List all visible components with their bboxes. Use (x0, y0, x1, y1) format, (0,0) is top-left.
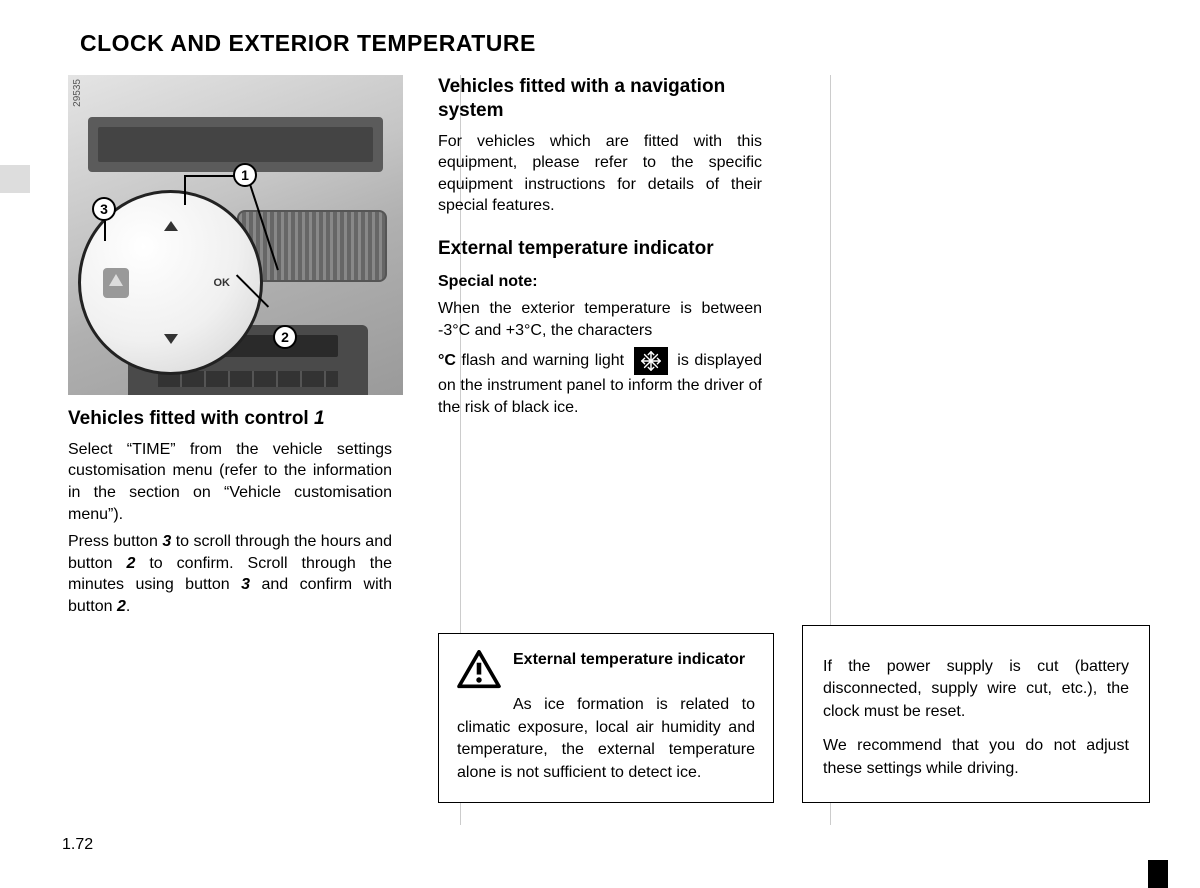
column-2: Vehicles fitted with a navigation system… (420, 75, 780, 835)
column-1: 29535 OK (50, 75, 410, 835)
col2-paragraph-1: For vehicles which are fitted with this … (438, 131, 762, 217)
callout-line (104, 221, 106, 241)
page-number: 1.72 (62, 836, 93, 854)
note-box: If the power supply is cut (battery disc… (802, 625, 1150, 803)
warning-title: External temperature indicator (513, 650, 745, 670)
col2-heading-2: External temperature indicator (438, 237, 762, 261)
heading-text: Vehicles fitted with control (68, 408, 314, 429)
col1-heading: Vehicles fitted with control 1 (68, 407, 392, 431)
note-text-2: We recommend that you do not adjust thes… (823, 735, 1129, 780)
col1-paragraph-2: Press button 3 to scroll through the hou… (68, 531, 392, 617)
callout-line (184, 175, 186, 205)
content-columns: 29535 OK (50, 75, 1150, 835)
col2-paragraph-2: When the exterior temperature is between… (438, 298, 762, 341)
side-tab (0, 165, 30, 193)
warning-triangle-icon (457, 650, 501, 690)
dashboard-figure: 29535 OK (68, 75, 403, 395)
col2-paragraph-3: °C flash and warning light (438, 347, 762, 418)
arrow-down-icon (164, 334, 178, 344)
callout-line (184, 175, 234, 177)
page-title: CLOCK AND EXTERIOR TEMPERATURE (80, 30, 1150, 57)
callout-1: 1 (233, 163, 257, 187)
note-text-1: If the power supply is cut (battery disc… (823, 656, 1129, 723)
figure-id-label: 29535 (72, 79, 83, 107)
col1-paragraph-1: Select “TIME” from the vehicle settings … (68, 439, 392, 525)
col2-heading-1: Vehicles fitted with a navigation system (438, 75, 762, 123)
arrow-up-icon (164, 221, 178, 231)
left-button-icon (103, 268, 129, 298)
dashboard-display-slot (88, 117, 383, 172)
callout-2: 2 (273, 325, 297, 349)
callout-3: 3 (92, 197, 116, 221)
snowflake-icon (634, 347, 668, 375)
warning-box: External temperature indicator As ice fo… (438, 633, 774, 803)
column-3: If the power supply is cut (battery disc… (790, 75, 1150, 835)
ok-label: OK (214, 277, 231, 289)
warning-text: As ice formation is related to climatic … (457, 694, 755, 784)
corner-mark (1148, 860, 1168, 888)
special-note-label: Special note: (438, 271, 762, 293)
heading-number: 1 (314, 408, 325, 429)
